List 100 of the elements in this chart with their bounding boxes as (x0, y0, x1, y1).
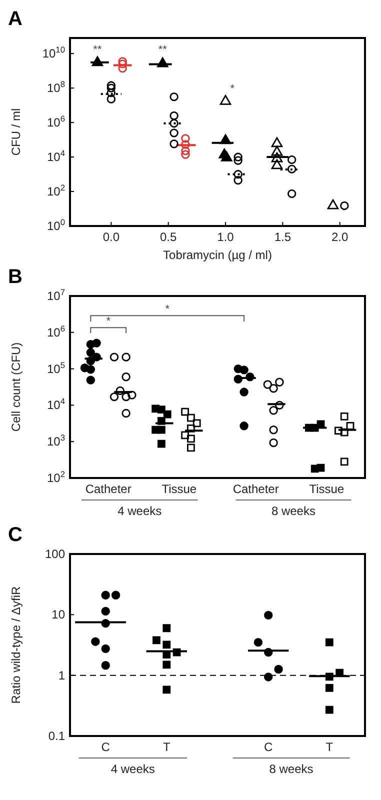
point (274, 664, 283, 674)
point (271, 137, 283, 148)
x-tick-label: 1.5 (274, 230, 292, 244)
point (172, 648, 181, 656)
point (271, 152, 283, 162)
x-tick-label: 1.0 (217, 230, 234, 244)
y-tick-label: 10 (52, 608, 66, 622)
y-tick-label: 10$^{10}$ (42, 44, 66, 61)
point (158, 406, 166, 414)
point (269, 384, 278, 393)
point (234, 176, 242, 185)
chart-title: C (8, 524, 24, 546)
point (269, 426, 278, 434)
y-axis-title: Ratio wild-type / ΔyfiR (9, 586, 23, 704)
point (340, 428, 348, 436)
point (162, 660, 171, 669)
point (221, 151, 232, 162)
chart-title: A (8, 8, 24, 30)
point (325, 672, 334, 681)
point (92, 338, 101, 348)
point (187, 444, 195, 452)
point (101, 618, 110, 628)
point (118, 60, 127, 68)
point (269, 438, 278, 448)
x-tick-label: 0.0 (102, 230, 120, 244)
point (162, 624, 171, 632)
point (264, 648, 273, 657)
point (86, 365, 96, 374)
point (86, 348, 96, 357)
point (170, 128, 178, 138)
point (158, 416, 166, 425)
point (181, 150, 190, 159)
y-tick-label: 0.1 (48, 729, 66, 743)
annotation: ** (158, 44, 168, 56)
point (91, 637, 100, 646)
point (263, 380, 272, 389)
point (101, 590, 110, 600)
point (181, 431, 189, 440)
y-tick-label: 10$^{7}$ (46, 287, 66, 303)
point (240, 366, 248, 374)
x-tick-label: T (162, 740, 171, 754)
point (287, 189, 296, 198)
annotation: ** (93, 44, 102, 56)
text: 8 weeks (271, 504, 316, 518)
annotation: * (106, 316, 112, 328)
x-tick-label: Catheter (85, 482, 132, 496)
point (334, 426, 342, 435)
point (163, 410, 172, 418)
point (187, 414, 195, 422)
y-tick-label: 100 (44, 547, 66, 561)
x-axis-title: Tobramycin (µg / ml) (163, 248, 272, 262)
point (181, 140, 190, 149)
y-tick-label: 10$^{6}$ (46, 114, 66, 130)
y-tick-label: 10$^{4}$ (46, 148, 66, 164)
point (264, 672, 273, 682)
point (122, 372, 130, 382)
y-tick-label: 10$^{5}$ (46, 360, 66, 376)
point (122, 352, 130, 362)
y-tick-label: 10$^{2}$ (46, 469, 66, 485)
point (86, 376, 96, 384)
point (106, 84, 116, 92)
point (340, 412, 348, 420)
point (181, 146, 190, 156)
point (106, 88, 116, 98)
point (170, 140, 178, 148)
x-tick-label: Tissue (309, 482, 344, 496)
point (86, 356, 96, 366)
x-tick-label: C (264, 740, 274, 754)
point (116, 386, 125, 396)
point (158, 426, 166, 434)
point (101, 661, 110, 670)
y-tick-label: 10$^{8}$ (46, 79, 66, 96)
point (110, 392, 119, 402)
point (158, 440, 166, 448)
text: 4 weeks (118, 504, 162, 518)
y-axis-title: Cell count (CFU) (9, 342, 23, 432)
point (254, 638, 263, 647)
point (234, 170, 242, 179)
point (264, 610, 273, 620)
point (162, 686, 171, 694)
point (220, 94, 232, 105)
point (271, 159, 283, 170)
point (240, 388, 248, 396)
text: 4 weeks (110, 762, 155, 776)
point (118, 64, 127, 73)
y-tick-label: 1 (58, 668, 66, 682)
point (271, 146, 283, 156)
y-tick-label: 10$^{2}$ (46, 182, 66, 199)
point (316, 464, 325, 472)
point (156, 57, 168, 68)
point (275, 400, 284, 410)
y-tick-label: 10$^{0}$ (46, 217, 66, 233)
point (128, 390, 136, 400)
point (111, 590, 120, 600)
point (269, 406, 278, 415)
point (162, 640, 171, 649)
point (101, 644, 110, 654)
x-tick-label: C (101, 740, 110, 754)
y-tick-label: 10$^{4}$ (46, 396, 66, 412)
point (325, 706, 334, 714)
